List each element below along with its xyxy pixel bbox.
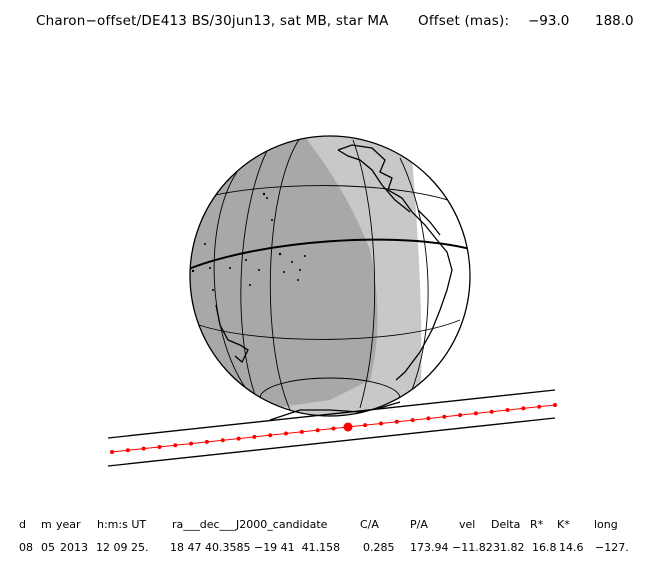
meridian — [352, 139, 376, 409]
col-header-year: year — [56, 518, 81, 531]
col-header-rstar: R* — [530, 518, 544, 531]
col-header-pa: P/A — [410, 518, 428, 531]
time-marker-dot — [410, 418, 415, 423]
time-marker-dot — [394, 419, 399, 424]
col-header-radec: ra___dec___J2000_candidate — [172, 518, 328, 531]
north-america-west — [337, 149, 411, 213]
cell-delta: 31.82 — [493, 541, 525, 554]
coastlines — [215, 144, 453, 421]
time-marker-dot — [315, 428, 320, 433]
time-marker-dot — [473, 411, 478, 416]
globe-shading — [190, 136, 470, 416]
time-marker-dot — [173, 443, 178, 448]
time-marker-dot — [363, 423, 368, 428]
cell-kstar: 14.6 — [559, 541, 584, 554]
americas-coast — [337, 144, 453, 381]
shadow-south-limit — [107, 417, 556, 467]
time-marker-dot — [125, 448, 130, 453]
time-marker-dot — [442, 414, 447, 419]
night-region — [190, 136, 378, 416]
offset-x-value: −93.0 — [528, 13, 570, 29]
time-marker-dot — [157, 445, 162, 449]
col-header-vel: vel — [459, 518, 476, 531]
globe-limb — [189, 135, 471, 417]
time-marker-dot — [220, 438, 225, 443]
cell-rstar: 16.8 — [532, 541, 557, 554]
closest-approach-marker — [343, 422, 353, 432]
time-marker-dot — [458, 413, 463, 418]
col-header-m: m — [41, 518, 52, 531]
meridian — [240, 144, 271, 396]
col-header-d: d — [19, 518, 26, 531]
time-marker-dot — [379, 421, 383, 426]
meridian — [399, 157, 429, 396]
central-america — [417, 209, 441, 236]
cell-radec: 18 47 40.3585 −19 41 41.158 — [170, 541, 341, 554]
time-marker-dot — [141, 446, 146, 451]
cell-pa: 173.94 — [410, 541, 449, 554]
cell-vel: −11.82 — [452, 541, 493, 554]
offset-y-value: 188.0 — [595, 13, 634, 29]
parallel — [198, 319, 461, 340]
parallel — [195, 185, 463, 206]
time-marker-dot — [489, 409, 494, 414]
time-marker-dot — [284, 431, 288, 436]
time-marker-dot — [299, 429, 304, 434]
time-marker-dot — [505, 408, 510, 412]
plot-title: Charon−offset/DE413 BS/30jun13, sat MB, … — [36, 13, 389, 29]
time-marker-dot — [204, 439, 209, 444]
time-marker-dot — [537, 404, 542, 409]
cell-d: 08 — [19, 541, 33, 554]
time-marker-dot — [553, 403, 557, 407]
cell-long: −127. — [595, 541, 629, 554]
offset-label: Offset (mas): — [418, 13, 510, 29]
graticule — [190, 137, 470, 416]
col-header-ca: C/A — [360, 518, 379, 531]
time-marker-dot — [268, 433, 273, 438]
time-marker-dot — [236, 436, 241, 441]
cell-ca: 0.285 — [363, 541, 395, 554]
islands — [191, 192, 306, 291]
time-marker-dot — [426, 416, 431, 421]
equator — [190, 238, 470, 271]
cell-m: 05 — [41, 541, 55, 554]
col-header-delta: Delta — [491, 518, 521, 531]
time-marker-dot — [252, 434, 257, 439]
col-header-time: h:m:s UT — [97, 518, 147, 531]
time-marker-dot — [331, 426, 336, 431]
time-marker-dot — [110, 450, 114, 454]
cell-year: 2013 — [60, 541, 88, 554]
col-header-kstar: K* — [557, 518, 570, 531]
col-header-long: long — [594, 518, 618, 531]
new-zealand — [215, 304, 249, 364]
time-marker-dot — [189, 441, 194, 446]
shadow-north-limit — [107, 389, 556, 439]
meridian — [269, 137, 301, 411]
cell-time: 12 09 25. — [96, 541, 149, 554]
time-marker-dot — [521, 406, 526, 411]
